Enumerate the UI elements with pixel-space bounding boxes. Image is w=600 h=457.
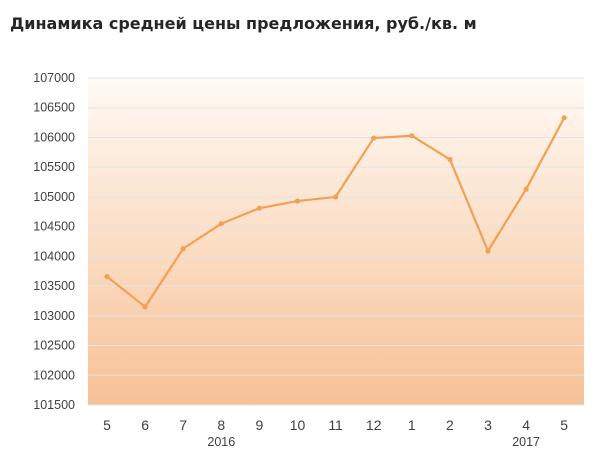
- data-point: [218, 221, 224, 227]
- y-tick-label: 105000: [33, 190, 75, 204]
- data-point: [523, 186, 529, 192]
- data-point: [447, 156, 453, 163]
- grid-lines: [88, 77, 584, 406]
- x-tick-label: 8: [217, 417, 225, 433]
- x-tick-label: 7: [179, 417, 187, 433]
- y-tick-label: 104500: [33, 220, 75, 234]
- data-point: [409, 133, 415, 139]
- y-tick-label: 103000: [33, 309, 75, 323]
- y-tick-label: 103500: [33, 279, 75, 293]
- data-point: [371, 135, 377, 141]
- x-tick-label: 1: [408, 417, 416, 433]
- x-tick-label: 11: [328, 417, 343, 433]
- x-tick-label: 10: [290, 417, 306, 433]
- x-tick-label: 5: [103, 417, 111, 433]
- y-tick-label: 101500: [33, 398, 75, 412]
- x-tick-label: 4: [522, 417, 530, 433]
- plot-area: [88, 78, 584, 405]
- data-point: [104, 273, 110, 280]
- y-tick-label: 107000: [33, 71, 75, 85]
- x-tick-label: 12: [366, 417, 382, 433]
- chart-title: Динамика средней цены предложения, руб./…: [10, 14, 477, 33]
- data-point: [485, 248, 491, 254]
- x-tick-label: 3: [484, 417, 492, 433]
- y-tick-label: 104000: [33, 249, 75, 263]
- data-point: [561, 115, 567, 121]
- y-tick-label: 102000: [33, 368, 75, 382]
- year-label: 2016: [207, 435, 235, 449]
- y-tick-label: 106000: [33, 130, 75, 144]
- y-axis-ticks: 101500 102000 102500 103000 103500 104000 1045…: [33, 71, 75, 412]
- data-point: [256, 205, 262, 211]
- y-tick-label: 105500: [33, 160, 75, 174]
- series-price: [104, 115, 567, 310]
- x-tick-label: 9: [256, 417, 264, 433]
- x-tick-label: 5: [560, 417, 568, 433]
- year-label: 2017: [512, 435, 540, 449]
- data-point: [142, 304, 148, 310]
- x-tick-label: 6: [141, 417, 149, 433]
- x-tick-label: 2: [446, 417, 454, 433]
- data-point: [294, 198, 301, 204]
- y-tick-label: 102500: [33, 339, 75, 353]
- y-tick-label: 106500: [33, 101, 75, 115]
- data-point: [333, 194, 339, 200]
- data-point: [180, 246, 186, 252]
